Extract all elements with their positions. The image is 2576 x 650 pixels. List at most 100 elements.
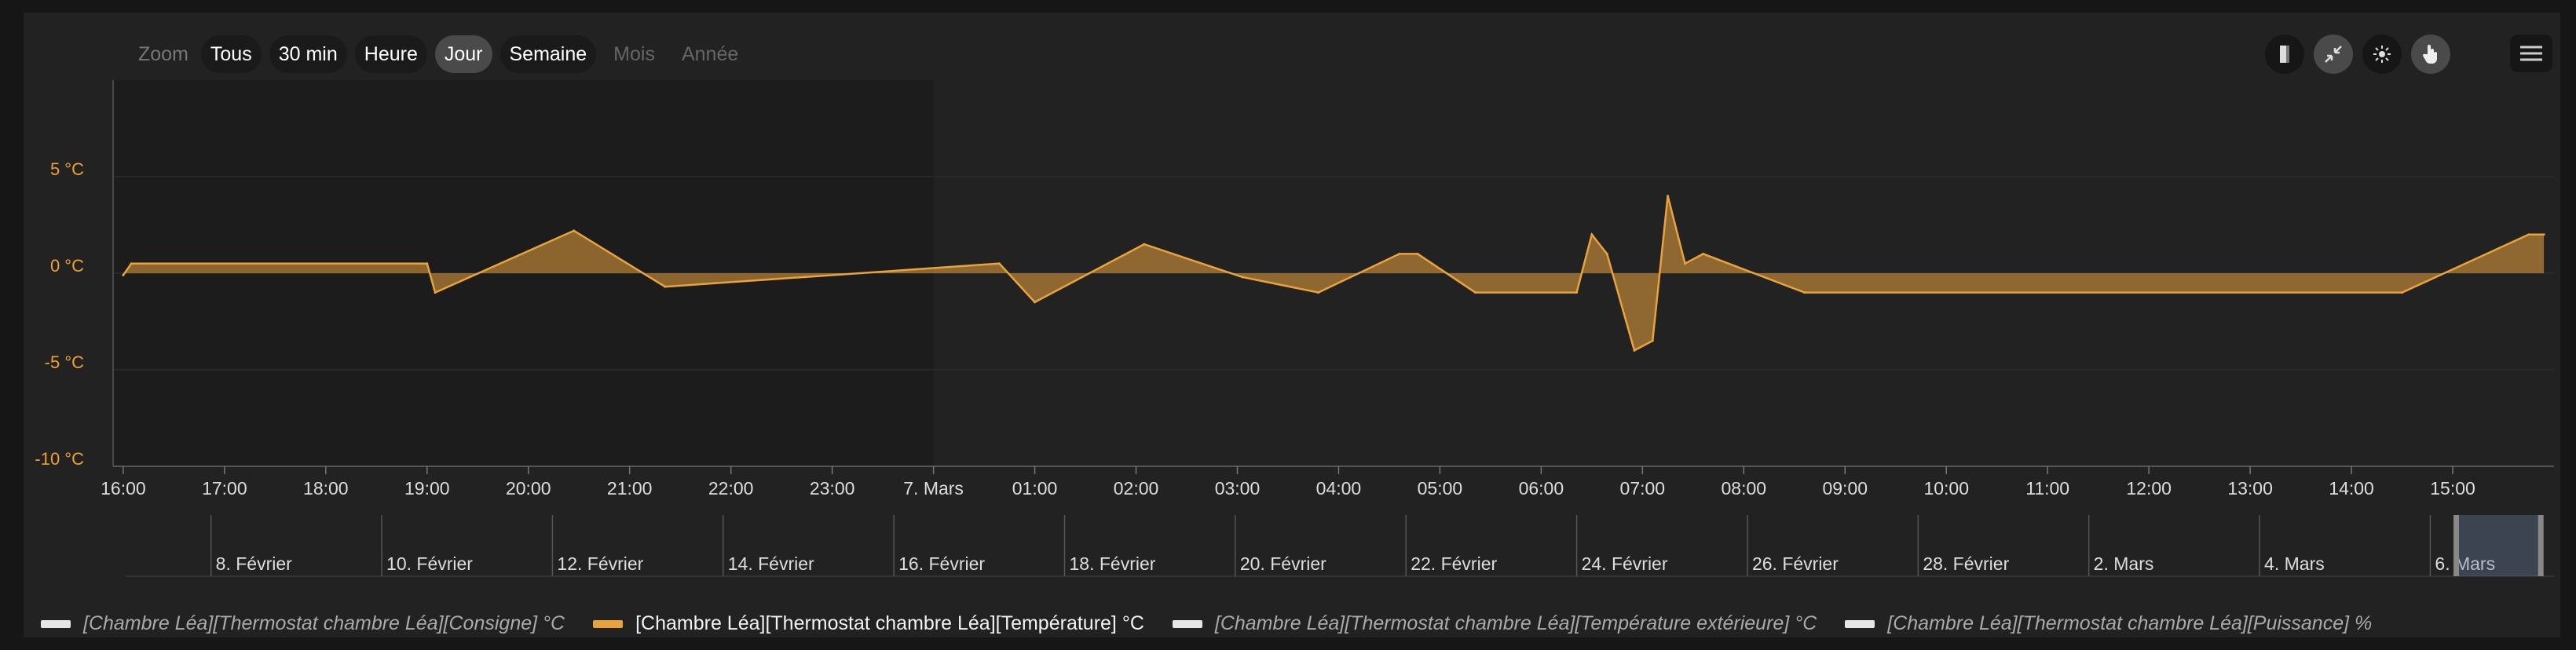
legend-label: [Chambre Léa][Thermostat chambre Léa][Te… xyxy=(1214,612,1817,634)
data-point xyxy=(1633,349,1636,352)
legend-item-power[interactable]: [Chambre Léa][Thermostat chambre Léa][Pu… xyxy=(1845,612,2372,635)
navigator-label: 18. Février xyxy=(1070,553,1156,574)
zoom-hour-button[interactable]: Heure xyxy=(354,35,427,73)
data-point xyxy=(1474,291,1477,294)
x-tick-label: 05:00 xyxy=(1418,478,1463,498)
data-point xyxy=(1684,262,1687,265)
x-axis: 16:00 17:00 18:00 19:00 20:00 21:00 22:00 23:00… xyxy=(101,466,2554,498)
legend-item-consigne[interactable]: [Chambre Léa][Thermostat chambre Léa][Co… xyxy=(41,612,565,635)
data-point xyxy=(434,291,437,294)
zoom-month-button[interactable]: Mois xyxy=(613,43,655,65)
navigator-label: 26. Février xyxy=(1752,553,1839,574)
x-tick-label: 09:00 xyxy=(1822,478,1868,498)
hamburger-menu-icon[interactable] xyxy=(2510,35,2552,72)
data-point xyxy=(1667,195,1670,198)
legend-label: [Chambre Léa][Thermostat chambre Léa][Te… xyxy=(635,612,1144,634)
data-point xyxy=(1803,291,1806,294)
data-point xyxy=(1416,252,1419,255)
x-tick-label: 15:00 xyxy=(2430,478,2475,498)
x-tick-label: 18:00 xyxy=(303,478,349,498)
data-point xyxy=(2527,233,2530,236)
zoom-day-button[interactable]: Jour xyxy=(434,35,492,73)
temperature-area xyxy=(123,195,2545,351)
x-tick-label: 02:00 xyxy=(1114,478,1159,498)
legend-swatch xyxy=(593,619,624,628)
legend-swatch xyxy=(1845,619,1875,628)
data-point xyxy=(2401,291,2404,294)
data-point xyxy=(1575,291,1579,294)
navigator-label: 28. Février xyxy=(1923,553,2009,574)
x-tick-label: 20:00 xyxy=(506,478,551,498)
x-tick-label: 19:00 xyxy=(404,478,450,498)
navigator-label: 2. Mars xyxy=(2094,553,2154,574)
data-point xyxy=(426,262,429,265)
navigator[interactable]: 8. Février 10. Février 12. Février 14. Févr… xyxy=(126,515,2554,577)
x-tick-label: 23:00 xyxy=(810,478,855,498)
data-point xyxy=(1702,252,1705,255)
data-point xyxy=(1651,339,1654,342)
legend-item-temperature[interactable]: [Chambre Léa][Thermostat chambre Léa][Te… xyxy=(593,612,1144,635)
data-point xyxy=(573,229,576,232)
zoom-all-button[interactable]: Tous xyxy=(200,35,262,73)
navigator-selection xyxy=(2456,515,2541,576)
data-point xyxy=(1605,252,1608,255)
data-point xyxy=(664,285,667,288)
data-point xyxy=(997,262,1001,265)
data-point xyxy=(130,262,133,265)
chart-toolbar xyxy=(2265,35,2450,74)
bar-chart-icon[interactable] xyxy=(2265,35,2304,74)
x-tick-label: 12:00 xyxy=(2126,478,2172,498)
data-point xyxy=(122,273,125,276)
legend-swatch xyxy=(41,619,71,628)
y-tick-label: 0 °C xyxy=(50,256,84,276)
data-point xyxy=(2542,233,2545,236)
data-point xyxy=(1317,291,1320,294)
data-point xyxy=(1034,301,1037,304)
legend-label: [Chambre Léa][Thermostat chambre Léa][Co… xyxy=(83,612,565,634)
x-tick-label: 22:00 xyxy=(708,478,754,498)
temperature-chart[interactable]: 5 °C 0 °C -5 °C -10 °C 16:00 17:00 18:00 19:00… xyxy=(24,13,2560,609)
navigator-right-handle[interactable] xyxy=(2538,515,2544,576)
legend-swatch xyxy=(1172,619,1202,628)
data-point xyxy=(1590,233,1594,236)
navigator-left-handle[interactable] xyxy=(2453,515,2460,576)
x-tick-label: 13:00 xyxy=(2227,478,2273,498)
x-tick-label: 21:00 xyxy=(607,478,653,498)
navigator-label: 24. Février xyxy=(1582,553,1668,574)
x-tick-label: 01:00 xyxy=(1012,478,1058,498)
legend: [Chambre Léa][Thermostat chambre Léa][Co… xyxy=(41,612,2372,635)
x-tick-label: 06:00 xyxy=(1519,478,1564,498)
y-axis: 5 °C 0 °C -5 °C -10 °C xyxy=(35,80,114,469)
zoom-bar: Zoom Tous 30 min Heure Jour Semaine Mois… xyxy=(134,35,748,74)
navigator-label: 10. Février xyxy=(386,553,473,574)
pan-hand-icon[interactable] xyxy=(2411,35,2450,74)
navigator-label: 20. Février xyxy=(1240,553,1326,574)
navigator-label: 22. Février xyxy=(1411,553,1497,574)
legend-item-outdoor-temperature[interactable]: [Chambre Léa][Thermostat chambre Léa][Te… xyxy=(1172,612,1817,635)
zoom-week-button[interactable]: Semaine xyxy=(499,35,597,73)
x-tick-label: 16:00 xyxy=(101,478,146,498)
chart-card: Zoom Tous 30 min Heure Jour Semaine Mois… xyxy=(24,13,2560,637)
y-tick-label: -5 °C xyxy=(45,352,84,372)
navigator-label: 12. Février xyxy=(557,553,643,574)
x-tick-label: 14:00 xyxy=(2329,478,2374,498)
temperature-points xyxy=(122,195,2545,352)
x-tick-label: 17:00 xyxy=(202,478,247,498)
zoom-label: Zoom xyxy=(138,42,188,65)
navigator-label: 8. Février xyxy=(216,553,292,574)
data-point xyxy=(1143,243,1146,246)
x-tick-label: 04:00 xyxy=(1316,478,1362,498)
brightness-icon[interactable] xyxy=(2362,35,2402,74)
legend-label: [Chambre Léa][Thermostat chambre Léa][Pu… xyxy=(1887,612,2373,634)
temperature-line xyxy=(122,195,2545,352)
x-tick-label: 03:00 xyxy=(1215,478,1261,498)
navigator-label: 16. Février xyxy=(898,553,985,574)
x-tick-label: 11:00 xyxy=(2025,478,2069,498)
compress-icon[interactable] xyxy=(2314,35,2353,74)
zoom-year-button[interactable]: Année xyxy=(681,43,739,65)
navigator-label: 6. Mars xyxy=(2435,553,2495,574)
x-tick-label: 7. Mars xyxy=(903,478,964,498)
y-tick-label: -10 °C xyxy=(35,449,84,469)
zoom-30min-button[interactable]: 30 min xyxy=(269,35,347,73)
x-tick-label: 07:00 xyxy=(1620,478,1666,498)
